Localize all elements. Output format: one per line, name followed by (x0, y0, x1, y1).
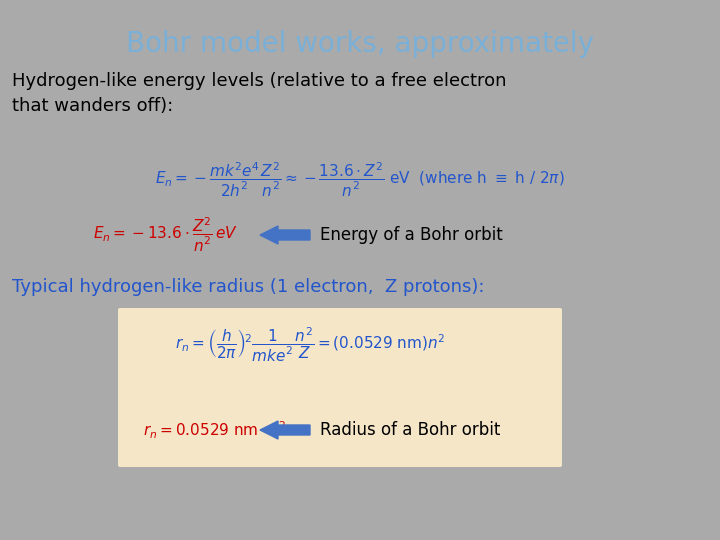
Text: $r_n = \left(\dfrac{h}{2\pi}\right)^{\!2}\dfrac{1}{mke^2}\dfrac{n^2}{Z} = (0.052: $r_n = \left(\dfrac{h}{2\pi}\right)^{\!2… (175, 326, 445, 364)
FancyBboxPatch shape (118, 308, 562, 467)
Text: $E_n = -13.6 \cdot \dfrac{Z^2}{n^2}\, eV$: $E_n = -13.6 \cdot \dfrac{Z^2}{n^2}\, eV… (92, 216, 238, 254)
Text: Bohr model works, approximately: Bohr model works, approximately (126, 30, 594, 58)
FancyArrow shape (260, 226, 310, 244)
Text: Hydrogen-like energy levels (relative to a free electron
that wanders off):: Hydrogen-like energy levels (relative to… (12, 72, 506, 115)
Text: Radius of a Bohr orbit: Radius of a Bohr orbit (320, 421, 500, 439)
Text: $E_n = -\dfrac{mk^2e^4}{2h^2}\dfrac{Z^2}{n^2} \approx -\dfrac{13.6 \cdot Z^2}{n^: $E_n = -\dfrac{mk^2e^4}{2h^2}\dfrac{Z^2}… (155, 161, 565, 199)
Text: $r_n = 0.0529\text{ nm} \cdot n^2$: $r_n = 0.0529\text{ nm} \cdot n^2$ (143, 419, 287, 441)
Text: Typical hydrogen-like radius (1 electron,  Z protons):: Typical hydrogen-like radius (1 electron… (12, 278, 485, 296)
FancyArrow shape (260, 421, 310, 439)
Text: Energy of a Bohr orbit: Energy of a Bohr orbit (320, 226, 503, 244)
